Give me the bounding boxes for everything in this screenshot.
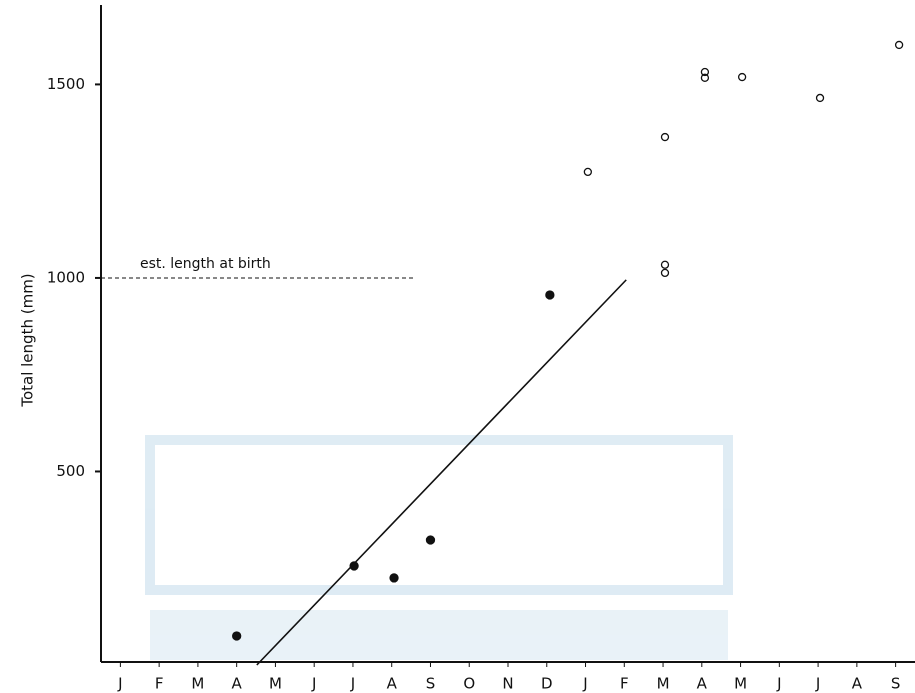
x-tick-label: D [541,675,553,693]
y-tick-label: 1500 [47,75,85,93]
x-tick-label: M [734,675,747,693]
point [426,536,434,544]
point [817,94,824,101]
point [661,134,668,141]
point [896,41,903,48]
watermark [150,440,728,660]
point [584,168,591,175]
point [661,261,668,268]
x-tick-label: J [582,675,587,693]
y-axis-label: Total length (mm) [19,273,37,407]
x-tick-label: M [657,675,670,693]
x-tick-label: J [117,675,122,693]
x-tick-label: N [502,675,513,693]
x-tick-label: S [891,675,901,693]
point [661,269,668,276]
x-tick-label: S [426,675,436,693]
y-tick-label: 500 [56,462,85,480]
annotation: est. length at birth [140,256,271,272]
x-tick-label: F [155,675,164,693]
x-tick-label: M [269,675,282,693]
point [390,574,398,582]
x-tick-label: M [191,675,204,693]
x-tick-label: F [620,675,629,693]
x-tick-label: A [697,675,708,693]
x-tick-label: O [463,675,475,693]
point [233,632,241,640]
point [546,291,554,299]
x-tick-label: J [311,675,316,693]
x-tick-label: J [815,675,820,693]
x-tick-label: A [852,675,863,693]
y-tick-label: 1000 [47,268,85,286]
point [739,74,746,81]
trend-line [257,280,626,665]
x-tick-label: J [350,675,355,693]
x-tick-label: A [232,675,243,693]
x-tick-label: J [776,675,781,693]
chart: Total length (mm) 500 1000 1500 J F M A M J J A S O N… [0,0,915,693]
x-tick-label: A [387,675,398,693]
